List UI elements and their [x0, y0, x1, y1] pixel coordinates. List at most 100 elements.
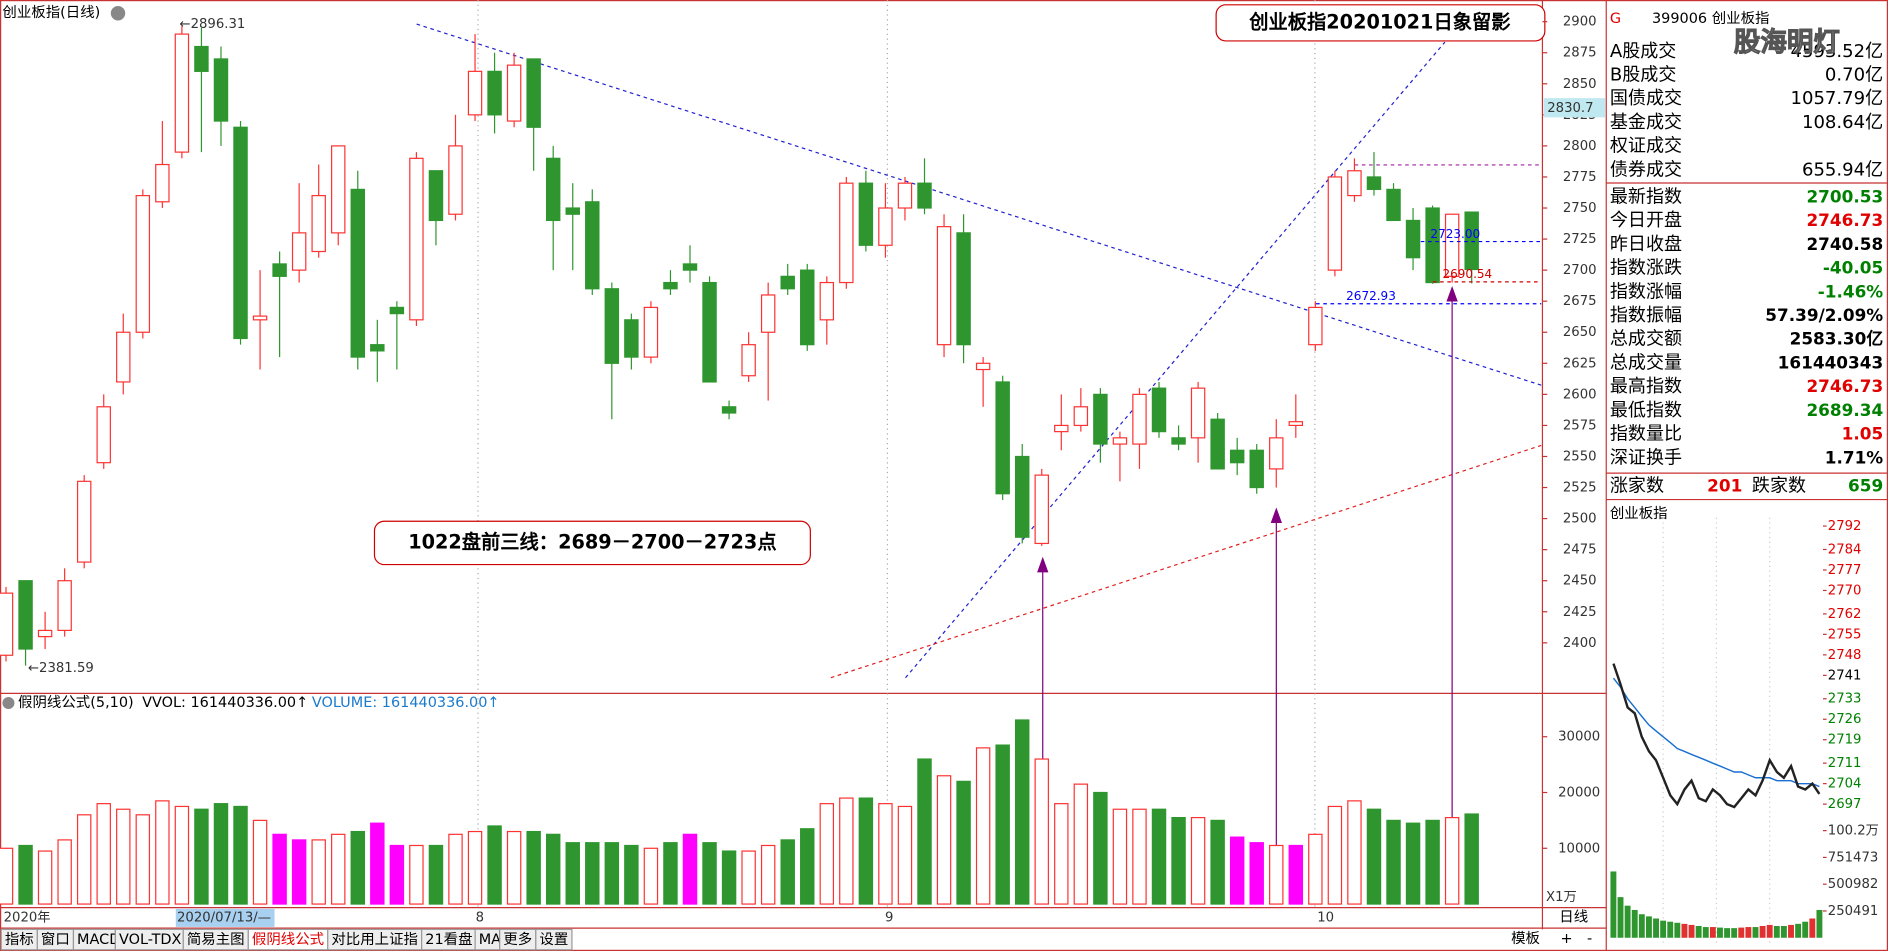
zoom-out[interactable]: -: [1587, 931, 1592, 947]
candle-body: [1405, 219, 1421, 259]
row-value: 2689.34: [1806, 400, 1883, 420]
intraday-volume-bar: [1717, 927, 1723, 938]
close-icon[interactable]: [110, 6, 126, 21]
volume-bar: [1249, 842, 1264, 905]
candle-body: [506, 64, 522, 122]
candle-body: [917, 182, 932, 209]
candle-body: [37, 629, 53, 638]
y-tick-label: 2525: [1563, 481, 1597, 496]
volume-bar: [37, 850, 53, 905]
volume-bar: [135, 814, 151, 905]
candle-body: [839, 182, 854, 284]
intraday-volume-bar: [1731, 928, 1738, 938]
row-label: 权证成交: [1610, 136, 1682, 157]
candle-body: [1151, 387, 1167, 433]
tab-label[interactable]: 简易主图: [187, 931, 245, 948]
volume-bar: [1132, 808, 1147, 905]
row-value: 161440343: [1778, 352, 1883, 372]
tab-label[interactable]: 更多: [503, 931, 532, 948]
y-tick-label: 2425: [1563, 605, 1597, 620]
volume-bar: [545, 833, 561, 905]
candle-body: [956, 232, 971, 346]
watermark: 股海明灯: [1734, 27, 1840, 58]
intraday-volume-bar: [1617, 897, 1624, 938]
intraday-volume-bar: [1610, 871, 1617, 938]
volume-bar: [721, 850, 737, 905]
intraday-tick-label: 2741: [1828, 668, 1862, 683]
volume-bar: [526, 830, 541, 905]
intraday-tick-label: 2711: [1828, 756, 1862, 771]
intraday-tick-label: 2762: [1828, 607, 1862, 622]
volume-bar: [1347, 800, 1362, 905]
candle-body: [1464, 211, 1479, 271]
tab-label[interactable]: MACD: [77, 932, 120, 948]
chart-title: 创业板指(日线): [2, 3, 100, 21]
intraday-volume-bar: [1773, 925, 1780, 938]
intraday-tick-label: 2784: [1828, 542, 1862, 557]
candle-body: [565, 207, 580, 215]
row-label: 深证换手: [1610, 447, 1682, 468]
date-label: 2020/07/13/—: [177, 910, 271, 925]
volume-bar: [213, 803, 229, 905]
volume-bar: [487, 825, 502, 905]
candle-body: [116, 331, 131, 383]
tab[interactable]: [535, 928, 573, 951]
arrow-head: [1270, 507, 1283, 524]
volume-bar: [565, 842, 580, 905]
intraday-tick-label: 2697: [1828, 797, 1862, 812]
candle-body: [936, 226, 952, 346]
volume-bar: [1034, 758, 1049, 905]
volume-bar: [428, 844, 444, 905]
volume-bar: [116, 808, 131, 905]
candle-body: [76, 480, 92, 563]
trend-line: [830, 444, 1542, 679]
intraday-volume-bar: [1688, 924, 1695, 938]
candle-body: [194, 45, 209, 72]
tab-label[interactable]: 设置: [539, 931, 568, 948]
annotation-note: 1022盘前三线：2689－2700－2723点: [408, 530, 776, 553]
arrow-head: [1037, 556, 1049, 573]
intraday-volume-bar: [1624, 905, 1631, 938]
volume-bar: [839, 797, 854, 905]
volume-bar: [96, 803, 111, 905]
intraday-volume-tick: 250491: [1828, 904, 1879, 919]
volume-bar: [155, 800, 170, 905]
volume-bar: [956, 780, 971, 905]
tab-label[interactable]: 假阴线公式: [252, 931, 324, 948]
intraday-tick-label: 2792: [1828, 519, 1862, 534]
intraday-volume-bar: [1816, 909, 1823, 938]
candle-body: [819, 281, 835, 321]
zoom-in[interactable]: +: [1560, 931, 1572, 947]
intraday-volume-bar: [1780, 925, 1787, 938]
row-value: 2746.73: [1806, 376, 1883, 396]
row-label: 债券成交: [1610, 159, 1682, 180]
tab-label[interactable]: VOL-TDX: [119, 932, 182, 948]
candle-body: [1444, 213, 1460, 277]
template[interactable]: 模板: [1511, 929, 1540, 947]
candle-body: [1308, 306, 1323, 346]
tab-label[interactable]: 对比用上证指: [331, 931, 418, 948]
intraday-volume-bar: [1709, 927, 1716, 938]
intraday-tick-label: 2719: [1828, 733, 1862, 748]
volume-bar: [975, 747, 991, 905]
volume-bar: [1190, 816, 1206, 905]
volume-bar: [174, 805, 190, 905]
volume-bar: [311, 839, 326, 905]
price-line: [1612, 663, 1821, 809]
close-icon[interactable]: [2, 696, 15, 710]
intraday-volume-tick: 100.2万: [1828, 824, 1879, 839]
level-label: 2723.00: [1430, 227, 1480, 241]
intraday-volume-bar: [1674, 922, 1681, 938]
candle-body: [428, 170, 444, 222]
intraday-volume-bar: [1695, 925, 1702, 938]
row-label: 指数涨幅: [1610, 281, 1682, 302]
row-value: 1057.79亿: [1790, 88, 1883, 109]
tab-label[interactable]: 21看盘: [425, 930, 472, 948]
volume-unit: X1万: [1546, 890, 1577, 905]
period[interactable]: 日线: [1559, 908, 1588, 925]
tab-label[interactable]: 指标: [5, 931, 34, 948]
row-value: 108.64亿: [1802, 112, 1883, 133]
tab-label[interactable]: 窗口: [41, 930, 70, 948]
volume-bar: [1425, 819, 1440, 905]
tab-label[interactable]: MA: [479, 932, 501, 948]
